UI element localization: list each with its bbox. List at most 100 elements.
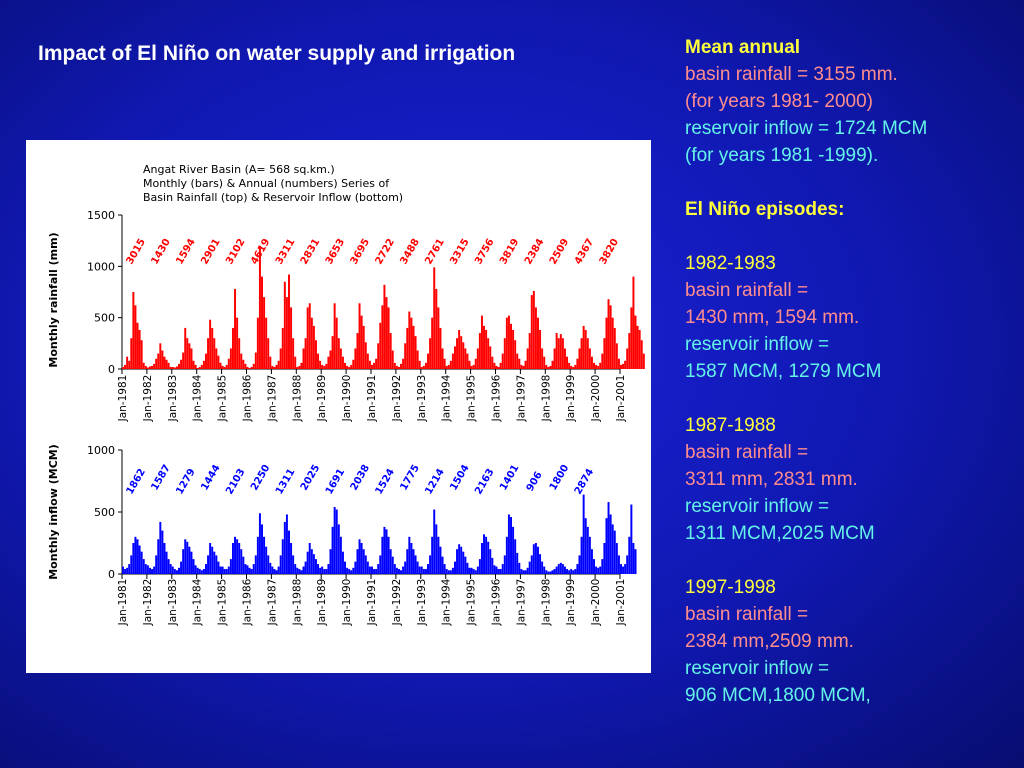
bar [171,566,174,574]
bar [229,559,232,574]
annual-label: 1444 [199,463,222,493]
bar [524,360,527,369]
x-tick-label: Jan-1984 [192,578,204,626]
bar [470,567,473,574]
bar [572,570,575,574]
bar [155,555,158,574]
bar [520,569,523,574]
bar [128,564,131,574]
bar [424,569,427,574]
bar [563,566,566,574]
bar [474,570,477,574]
bar [514,539,517,574]
bar [622,363,625,369]
bar [302,348,305,369]
episode-years: 1997-1998 [685,577,776,598]
bar [148,567,151,574]
bar [184,327,187,369]
bar [304,338,307,369]
bar [321,566,324,574]
bar [507,315,510,369]
bar [489,346,492,369]
bar [518,562,521,574]
x-tick-label: Jan-1987 [266,579,278,627]
bar [427,564,429,574]
annual-label: 1691 [324,467,347,497]
bar [545,364,548,369]
bar [485,536,488,574]
bar [595,566,598,574]
bar [470,365,473,369]
bar [275,364,278,369]
bar [570,365,573,369]
bar [586,526,589,574]
y-tick-label: 0 [108,363,115,376]
bar [258,513,261,574]
bar [250,569,253,574]
bar [339,348,342,369]
bar [584,329,587,369]
bar [628,536,631,574]
y-tick-label: 1000 [87,444,115,457]
bar [431,317,434,369]
bar [499,362,502,369]
bar [460,336,463,369]
bar [408,536,411,574]
bar [561,564,564,574]
bar [144,564,147,574]
bar [155,358,158,369]
annual-label: 1587 [149,463,172,493]
bar [254,352,257,369]
bar [505,536,508,574]
bar [290,543,293,574]
bar [136,322,139,369]
bar [209,319,212,369]
bar [194,364,197,369]
x-tick-label: Jan-1991 [366,579,378,627]
bar [231,543,234,574]
bar [522,570,525,574]
bar [339,536,342,574]
bar [543,356,546,369]
bar [472,569,475,574]
x-tick-label: Jan-1997 [515,375,527,423]
x-tick-label: Jan-2001 [615,375,627,423]
bar [263,297,266,369]
bar [346,365,349,369]
bar [626,555,629,574]
bar [296,366,299,369]
chart-header-line: Monthly (bars) & Annual (numbers) Series… [143,177,390,190]
episode-rain: 1430 mm, 1594 mm. [685,307,860,328]
bar [344,561,346,574]
bar [613,327,616,369]
bar [624,564,627,574]
bar [373,362,376,369]
bar [161,350,164,369]
bar [615,343,618,369]
bar [290,307,293,369]
bar [377,343,380,369]
bar [298,365,301,369]
bar [306,551,309,574]
bar [358,539,361,574]
x-tick-label: Jan-1988 [291,579,303,627]
bar [487,541,490,574]
bar [298,569,301,574]
annual-label: 3311 [274,237,297,267]
episode-inflow: 1311 MCM,2025 MCM [685,523,875,544]
bar [532,544,535,574]
annual-label: 2025 [299,463,322,493]
bar [333,507,336,574]
bar [414,336,417,369]
bar [163,356,166,369]
bar [294,356,297,369]
annual-label: 3820 [598,237,621,267]
bar [360,543,363,574]
bar [439,327,442,369]
bar [478,559,481,574]
bar [395,365,398,369]
bar [134,305,137,369]
bar [269,356,272,369]
bar [273,569,276,574]
bar [229,348,232,369]
